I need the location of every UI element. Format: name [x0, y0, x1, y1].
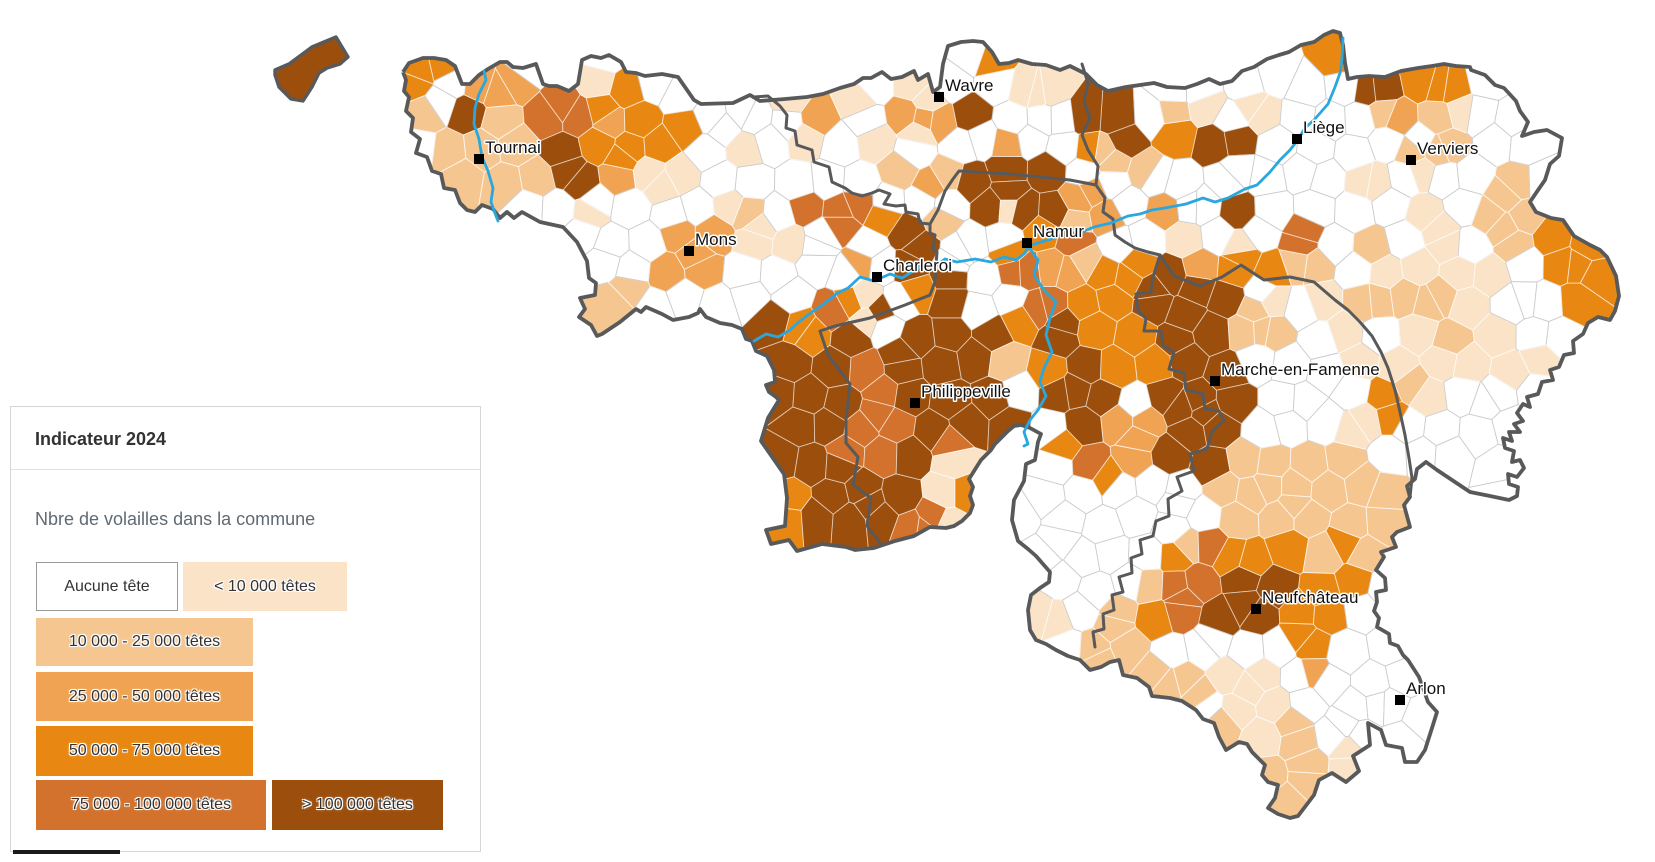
svg-text:Verviers: Verviers	[1417, 139, 1478, 158]
svg-text:Mons: Mons	[695, 230, 737, 249]
svg-text:Philippeville: Philippeville	[921, 382, 1011, 401]
svg-text:Marche-en-Famenne: Marche-en-Famenne	[1221, 360, 1380, 379]
svg-text:Liège: Liège	[1303, 118, 1345, 137]
svg-text:Namur: Namur	[1033, 222, 1084, 241]
svg-text:Wavre: Wavre	[945, 76, 994, 95]
svg-text:Neufchâteau: Neufchâteau	[1262, 588, 1358, 607]
svg-text:Arlon: Arlon	[1406, 679, 1446, 698]
svg-text:Charleroi: Charleroi	[883, 256, 952, 275]
svg-text:Tournai: Tournai	[485, 138, 541, 157]
